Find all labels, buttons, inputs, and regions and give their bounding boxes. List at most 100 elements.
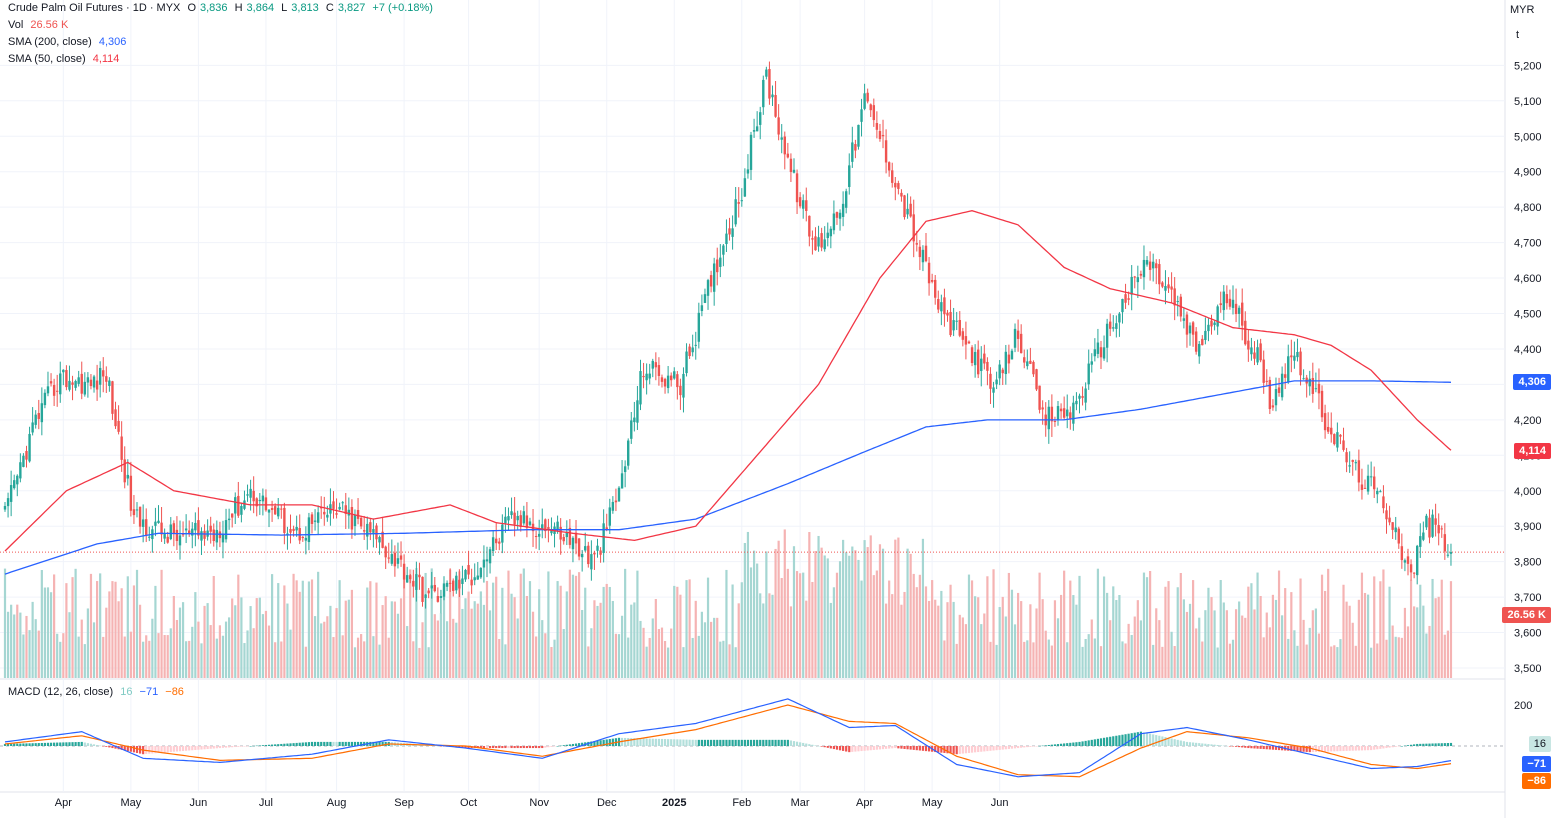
candle-body [669,375,673,381]
candle-body [433,584,436,592]
macd-hist-bar [123,746,126,751]
volume-bar [648,637,651,678]
volume-bar [1072,595,1075,678]
volume-bar [80,619,83,678]
candle-body [1016,330,1020,339]
candle-body [65,370,68,388]
macd-hist-bar [740,739,743,746]
candle-body [887,162,891,171]
candle-body [412,580,415,587]
candle-body [1311,378,1315,394]
price-tick-label: 4,600 [1514,273,1542,285]
macd-hist-bar [759,739,762,746]
volume-bar [1001,596,1004,678]
volume-bar [1419,584,1422,678]
volume-bar [1308,627,1311,678]
candle-body [1145,260,1149,265]
volume-bar [1164,586,1167,678]
volume-bar [1296,645,1299,678]
candle-body [258,499,262,502]
candle-body [1035,369,1038,390]
volume-bar [1106,592,1109,678]
macd-hist-bar [237,746,240,747]
macd-hist-bar [516,746,519,749]
candle-body [780,137,783,140]
macd-hist-bar [350,741,354,746]
candle-body [135,509,139,511]
macd-hist-bar [126,746,129,752]
volume-bar [1173,646,1176,678]
macd-hist-bar [866,746,869,751]
candle-body [1440,528,1443,530]
macd-hist-bar [1247,746,1250,749]
candle-body [1231,299,1235,308]
volume-bar [651,618,654,678]
candle-body [1001,369,1004,374]
candle-body [1320,390,1324,418]
currency-label[interactable]: MYR [1510,4,1535,16]
volume-legend[interactable]: Vol 26.56 K [8,17,72,34]
volume-bar [1096,568,1100,678]
macd-hist-bar [292,743,295,746]
candle-body [1167,284,1170,289]
volume-bar [614,633,618,678]
candle-body [1158,264,1161,285]
candle-body [1155,263,1158,269]
sma200-legend[interactable]: SMA (200, close) 4,306 [8,34,130,51]
volume-bar [424,572,427,678]
candle-body [369,522,372,533]
candle-body [1013,328,1017,348]
candle-body [154,521,157,526]
volume-bar [602,586,605,678]
volume-bar [949,584,952,678]
candle-body [230,513,234,518]
volume-bar [3,568,7,678]
volume-bar [728,644,731,678]
candle-body [114,409,117,427]
volume-bar [298,591,301,678]
candle-body [639,371,642,405]
macd-legend[interactable]: MACD (12, 26, close) 16 −71 −86 [8,684,188,701]
volume-bar [53,574,56,678]
macd-hist-bar [1102,737,1106,746]
candle-body [771,94,774,98]
volume-bar [479,591,482,678]
candle-body [381,531,384,548]
volume-bar [654,599,657,678]
macd-hist-bar [372,741,375,746]
volume-bar [449,569,452,678]
macd-hist-bar [1449,742,1453,746]
macd-hist-bar [92,744,96,746]
volume-bar [274,642,277,678]
volume-bar [1373,576,1376,678]
candle-body [513,512,516,525]
candle-body [80,373,83,394]
candle-body [728,228,731,235]
volume-bar [1118,594,1121,678]
volume-bar [974,596,977,678]
volume-bar [955,643,958,678]
candle-body [326,514,329,518]
macd-hist-bar [59,742,62,746]
candle-body [820,233,823,248]
sma50-legend[interactable]: SMA (50, close) 4,114 [8,51,123,68]
candle-body [719,257,722,267]
macd-hist-bar [743,739,746,746]
candle-body [1121,298,1124,313]
candle-body [1369,476,1373,478]
candle-body [878,131,882,140]
candle-body [200,531,203,541]
macd-hist-bar [673,739,676,746]
macd-hist-bar [1118,735,1121,746]
candle-body [307,517,311,543]
volume-bar [243,643,246,678]
candle-body [884,140,888,163]
volume-bar [166,635,169,678]
candle-body [654,362,658,368]
candle-body [240,505,243,515]
macd-hist-bar [114,746,117,749]
macd-hist-bar [1149,733,1152,746]
macd-hist-tag: 16 [1528,736,1551,752]
volume-bar [1090,619,1093,678]
